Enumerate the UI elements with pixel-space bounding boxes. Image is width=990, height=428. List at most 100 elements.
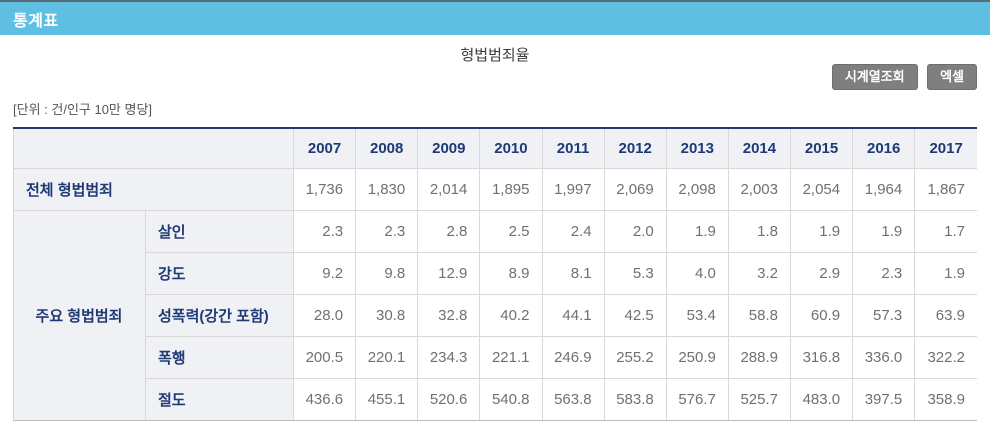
value-cell: 455.1 (355, 377, 419, 421)
value-cell: 9.8 (355, 251, 419, 295)
row-label: 강도 (145, 251, 294, 295)
value-cell: 1.9 (914, 251, 978, 295)
value-cell: 32.8 (417, 293, 481, 337)
value-cell: 221.1 (479, 335, 543, 379)
value-cell: 2.8 (417, 209, 481, 253)
year-header: 2013 (665, 127, 729, 169)
year-header: 2017 (914, 127, 978, 169)
value-cell: 322.2 (914, 335, 978, 379)
title-row: 형법범죄율 (0, 44, 990, 64)
value-cell: 1.9 (852, 209, 916, 253)
value-cell: 563.8 (541, 377, 605, 421)
table-row: 절도 436.6 455.1 520.6 540.8 563.8 583.8 576.7 525… (14, 377, 978, 421)
value-cell: 2,098 (665, 167, 729, 211)
value-cell: 234.3 (417, 335, 481, 379)
value-cell: 30.8 (355, 293, 419, 337)
year-header: 2008 (355, 127, 419, 169)
row-label: 성폭력(강간 포함) (145, 293, 294, 337)
value-cell: 576.7 (665, 377, 729, 421)
row-label: 폭행 (145, 335, 294, 379)
table-row: 성폭력(강간 포함) 28.0 30.8 32.8 40.2 44.1 42.5 53.4 58… (14, 293, 978, 337)
value-cell: 358.9 (914, 377, 978, 421)
value-cell: 2.3 (852, 251, 916, 295)
value-cell: 1.7 (914, 209, 978, 253)
value-cell: 1,867 (914, 167, 978, 211)
value-cell: 2,069 (603, 167, 667, 211)
toolbar: 시계열조회 엑셀 (827, 64, 977, 90)
table-row: 주요 형법범죄 살인 2.3 2.3 2.8 2.5 2.4 2.0 1.9 1.8 1.9 1.9 1… (13, 209, 978, 421)
value-cell: 28.0 (292, 293, 357, 337)
row-group-label: 주요 형법범죄 (13, 209, 146, 421)
value-cell: 1.9 (665, 209, 729, 253)
value-cell: 60.9 (789, 293, 854, 337)
value-cell: 2.4 (541, 209, 605, 253)
value-cell: 2.5 (479, 209, 543, 253)
value-cell: 220.1 (355, 335, 419, 379)
header-corner-cell (13, 127, 294, 169)
value-cell: 397.5 (852, 377, 916, 421)
value-cell: 12.9 (417, 251, 481, 295)
stats-table: 2007 2008 2009 2010 2011 2012 2013 2014 2015 2016… (13, 127, 978, 421)
excel-button[interactable]: 엑셀 (927, 64, 977, 90)
value-cell: 2,014 (417, 167, 481, 211)
value-cell: 40.2 (479, 293, 543, 337)
row-label: 살인 (145, 209, 294, 253)
table-row: 폭행 200.5 220.1 234.3 221.1 246.9 255.2 250.9 288… (14, 335, 978, 379)
value-cell: 1,997 (541, 167, 605, 211)
year-header: 2012 (603, 127, 667, 169)
value-cell: 288.9 (727, 335, 792, 379)
value-cell: 246.9 (541, 335, 605, 379)
value-cell: 250.9 (665, 335, 729, 379)
year-header: 2011 (541, 127, 605, 169)
value-cell: 8.9 (479, 251, 543, 295)
value-cell: 4.0 (665, 251, 729, 295)
section-title: 통계표 (13, 12, 59, 30)
value-cell: 1,895 (479, 167, 543, 211)
table-title: 형법범죄율 (460, 47, 530, 64)
value-cell: 540.8 (479, 377, 543, 421)
value-cell: 42.5 (603, 293, 667, 337)
value-cell: 525.7 (727, 377, 792, 421)
year-header: 2010 (479, 127, 543, 169)
value-cell: 2.3 (355, 209, 419, 253)
value-cell: 336.0 (852, 335, 916, 379)
value-cell: 2,054 (789, 167, 854, 211)
value-cell: 58.8 (727, 293, 792, 337)
value-cell: 316.8 (789, 335, 854, 379)
year-header: 2015 (789, 127, 854, 169)
value-cell: 436.6 (292, 377, 357, 421)
table-row: 전체 형법범죄 1,736 1,830 2,014 1,895 1,997 2,069 2,0… (13, 167, 978, 211)
value-cell: 2.0 (603, 209, 667, 253)
value-cell: 200.5 (292, 335, 357, 379)
value-cell: 1,830 (355, 167, 419, 211)
value-cell: 2.9 (789, 251, 854, 295)
value-cell: 63.9 (914, 293, 978, 337)
value-cell: 8.1 (541, 251, 605, 295)
timeseries-button[interactable]: 시계열조회 (831, 64, 918, 90)
year-header: 2007 (292, 127, 357, 169)
value-cell: 520.6 (417, 377, 481, 421)
table-header-row: 2007 2008 2009 2010 2011 2012 2013 2014 2015 2016… (13, 127, 978, 169)
value-cell: 57.3 (852, 293, 916, 337)
value-cell: 583.8 (603, 377, 667, 421)
value-cell: 1.8 (727, 209, 792, 253)
value-cell: 53.4 (665, 293, 729, 337)
value-cell: 2.3 (292, 209, 357, 253)
value-cell: 3.2 (727, 251, 792, 295)
value-cell: 1.9 (789, 209, 854, 253)
value-cell: 5.3 (603, 251, 667, 295)
value-cell: 1,964 (852, 167, 916, 211)
value-cell: 44.1 (541, 293, 605, 337)
section-header: 통계표 (0, 0, 990, 35)
year-header: 2016 (852, 127, 916, 169)
table-row: 강도 9.2 9.8 12.9 8.9 8.1 5.3 4.0 3.2 2.9 2.3 1.9 (14, 251, 978, 295)
row-label: 절도 (145, 377, 294, 421)
value-cell: 2,003 (727, 167, 792, 211)
value-cell: 9.2 (292, 251, 357, 295)
year-header: 2014 (727, 127, 792, 169)
value-cell: 255.2 (603, 335, 667, 379)
unit-label: [단위 : 건/인구 10만 명당] (13, 102, 153, 117)
row-group-label: 전체 형법범죄 (13, 167, 294, 211)
value-cell: 483.0 (789, 377, 854, 421)
value-cell: 1,736 (292, 167, 357, 211)
